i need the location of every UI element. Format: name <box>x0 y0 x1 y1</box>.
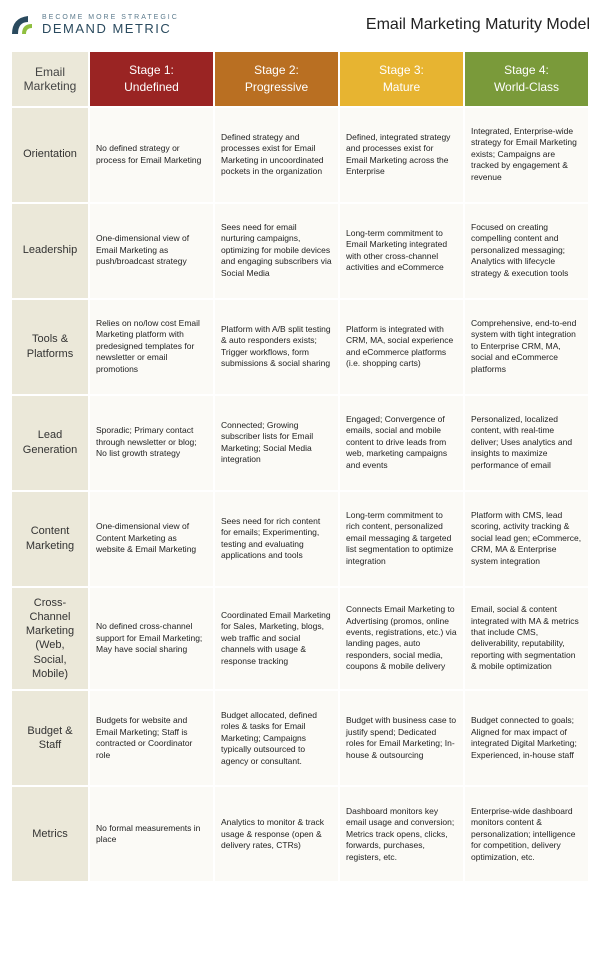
table-cell: Long-term commitment to rich content, pe… <box>339 491 464 587</box>
logo-brand: DEMAND METRIC <box>42 21 179 36</box>
table-corner: Email Marketing <box>11 51 89 107</box>
table-cell: Defined, integrated strategy and process… <box>339 107 464 203</box>
page-header: Become More Strategic DEMAND METRIC Emai… <box>10 12 590 38</box>
row-label: Content Marketing <box>11 491 89 587</box>
table-cell: Budget connected to goals; Aligned for m… <box>464 690 589 786</box>
table-cell: Email, social & content integrated with … <box>464 587 589 691</box>
row-label: Lead Generation <box>11 395 89 491</box>
table-cell: Platform with CMS, lead scoring, activit… <box>464 491 589 587</box>
stage-header-4: Stage 4:World-Class <box>464 51 589 107</box>
table-cell: Long-term commitment to Email Marketing … <box>339 203 464 299</box>
table-cell: Analytics to monitor & track usage & res… <box>214 786 339 882</box>
row-label: Leadership <box>11 203 89 299</box>
table-cell: Connected; Growing subscriber lists for … <box>214 395 339 491</box>
maturity-table: Email Marketing Stage 1:Undefined Stage … <box>10 50 590 883</box>
table-cell: One-dimensional view of Email Marketing … <box>89 203 214 299</box>
table-cell: Budget allocated, defined roles & tasks … <box>214 690 339 786</box>
table-cell: One-dimensional view of Content Marketin… <box>89 491 214 587</box>
table-cell: Connects Email Marketing to Advertising … <box>339 587 464 691</box>
table-cell: Budgets for website and Email Marketing;… <box>89 690 214 786</box>
stage-header-3: Stage 3:Mature <box>339 51 464 107</box>
table-cell: No defined strategy or process for Email… <box>89 107 214 203</box>
table-cell: Enterprise-wide dashboard monitors conte… <box>464 786 589 882</box>
table-cell: Budget with business case to justify spe… <box>339 690 464 786</box>
row-label: Metrics <box>11 786 89 882</box>
table-cell: Sees need for email nurturing campaigns,… <box>214 203 339 299</box>
table-cell: Sporadic; Primary contact through newsle… <box>89 395 214 491</box>
table-cell: Defined strategy and processes exist for… <box>214 107 339 203</box>
row-label: Budget & Staff <box>11 690 89 786</box>
table-cell: Engaged; Convergence of emails, social a… <box>339 395 464 491</box>
stage-header-2: Stage 2:Progressive <box>214 51 339 107</box>
table-cell: Platform is integrated with CRM, MA, soc… <box>339 299 464 395</box>
table-cell: Focused on creating compelling content a… <box>464 203 589 299</box>
table-cell: No defined cross-channel support for Ema… <box>89 587 214 691</box>
logo-block: Become More Strategic DEMAND METRIC <box>10 12 179 38</box>
stage-header-1: Stage 1:Undefined <box>89 51 214 107</box>
table-cell: Platform with A/B split testing & auto r… <box>214 299 339 395</box>
logo-icon <box>10 12 36 38</box>
table-cell: Relies on no/low cost Email Marketing pl… <box>89 299 214 395</box>
table-cell: Personalized, localized content, with re… <box>464 395 589 491</box>
row-label: Orientation <box>11 107 89 203</box>
page-title: Email Marketing Maturity Model <box>366 16 590 34</box>
table-cell: Integrated, Enterprise-wide strategy for… <box>464 107 589 203</box>
table-cell: Comprehensive, end-to-end system with ti… <box>464 299 589 395</box>
table-cell: Coordinated Email Marketing for Sales, M… <box>214 587 339 691</box>
row-label: Cross-Channel Marketing (Web, Social, Mo… <box>11 587 89 691</box>
logo-tagline: Become More Strategic <box>42 14 179 21</box>
table-cell: Sees need for rich content for emails; E… <box>214 491 339 587</box>
table-cell: No formal measurements in place <box>89 786 214 882</box>
table-cell: Dashboard monitors key email usage and c… <box>339 786 464 882</box>
row-label: Tools & Platforms <box>11 299 89 395</box>
